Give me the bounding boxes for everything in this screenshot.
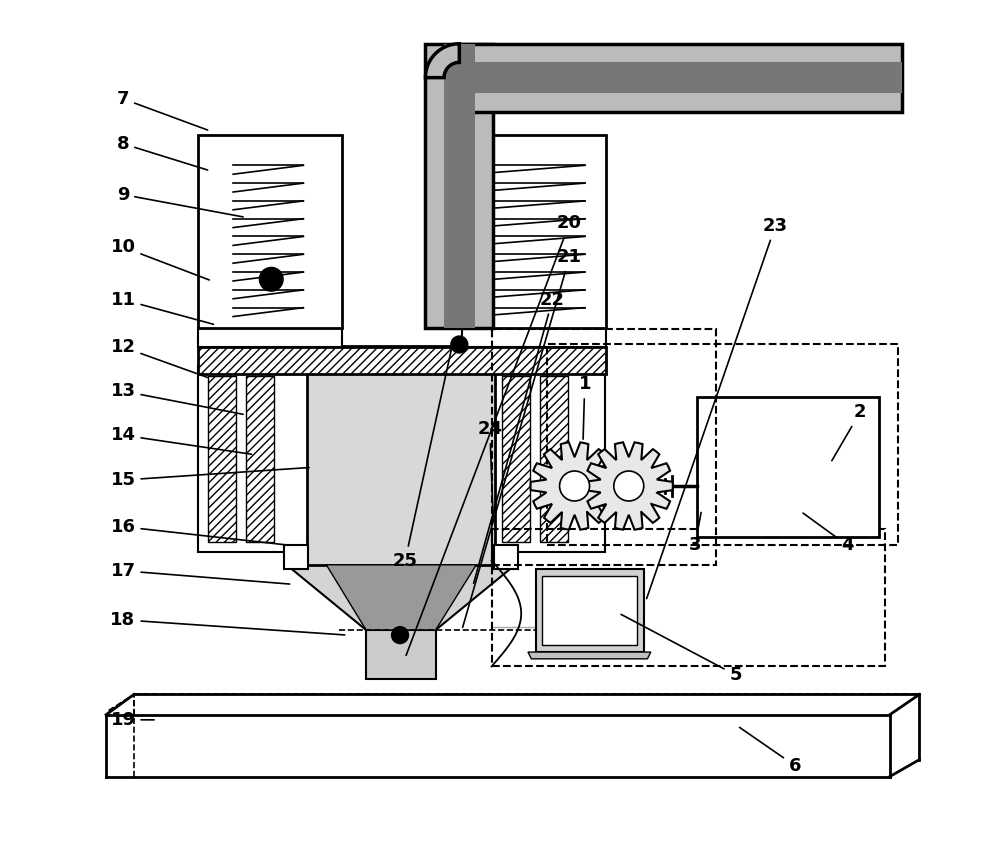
Text: 3: 3 — [689, 513, 701, 554]
Text: 12: 12 — [110, 338, 208, 377]
Bar — [366, 630, 436, 679]
Text: 4: 4 — [803, 513, 854, 554]
Text: 22: 22 — [474, 291, 565, 583]
Bar — [542, 575, 637, 645]
Circle shape — [451, 336, 468, 353]
Polygon shape — [425, 43, 459, 77]
Text: 16: 16 — [110, 518, 287, 545]
Text: 11: 11 — [110, 291, 214, 325]
Text: 2: 2 — [832, 403, 866, 461]
Bar — [459, 43, 902, 111]
Text: 20: 20 — [406, 214, 582, 655]
Text: 9: 9 — [117, 185, 243, 217]
Text: 1: 1 — [578, 376, 591, 439]
Bar — [198, 328, 342, 347]
Text: 17: 17 — [110, 562, 290, 584]
Text: 7: 7 — [117, 90, 208, 130]
Text: 24: 24 — [477, 420, 502, 517]
Bar — [540, 376, 568, 542]
Text: 13: 13 — [110, 382, 243, 414]
Polygon shape — [528, 652, 651, 659]
Bar — [198, 135, 342, 328]
Text: 23: 23 — [647, 217, 788, 598]
Bar — [198, 366, 309, 552]
Bar — [444, 43, 475, 328]
Bar — [208, 376, 236, 542]
Bar — [493, 366, 605, 552]
Polygon shape — [585, 442, 673, 530]
Text: 18: 18 — [110, 611, 345, 635]
Text: 21: 21 — [463, 248, 582, 627]
Text: 15: 15 — [110, 468, 309, 489]
Bar — [462, 135, 606, 328]
Bar — [307, 346, 495, 564]
Text: 8: 8 — [117, 134, 208, 170]
Polygon shape — [530, 442, 619, 530]
Circle shape — [560, 471, 590, 501]
Bar — [284, 546, 308, 569]
Text: 19: 19 — [110, 711, 154, 728]
Bar — [198, 347, 606, 374]
Circle shape — [259, 268, 283, 292]
Bar — [502, 376, 530, 542]
Text: 6: 6 — [740, 728, 801, 774]
Polygon shape — [326, 564, 476, 630]
Bar — [459, 62, 902, 93]
Text: 25: 25 — [393, 343, 453, 570]
Circle shape — [392, 626, 409, 643]
Circle shape — [614, 471, 644, 501]
Bar — [425, 43, 493, 328]
Bar — [492, 329, 716, 564]
Text: 5: 5 — [621, 615, 742, 684]
Bar — [494, 546, 518, 569]
Polygon shape — [287, 564, 515, 630]
Bar — [697, 397, 879, 537]
Bar — [492, 530, 885, 666]
Bar — [462, 328, 606, 347]
Bar — [246, 376, 274, 542]
Bar — [547, 343, 898, 546]
Text: 14: 14 — [110, 426, 252, 454]
Bar — [536, 569, 644, 652]
Text: 10: 10 — [110, 238, 209, 280]
